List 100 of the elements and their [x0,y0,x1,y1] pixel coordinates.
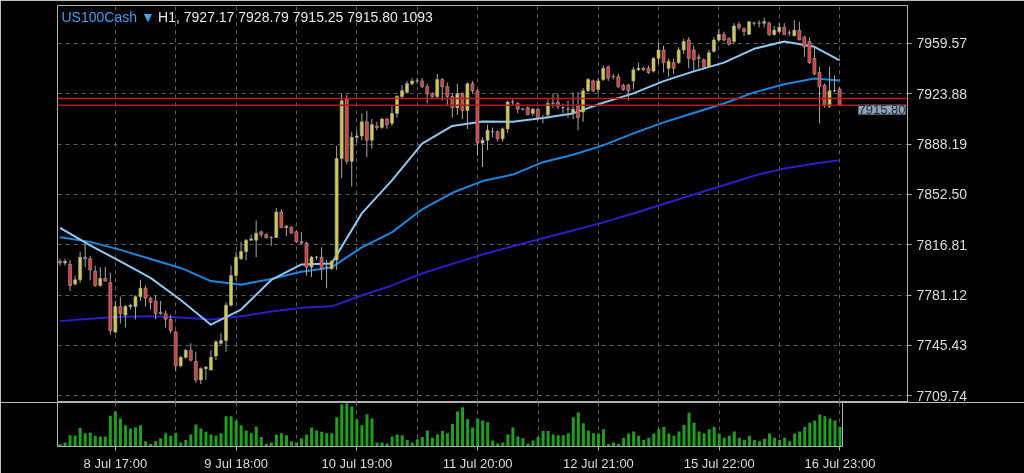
bar [103,436,107,447]
bar [350,406,354,447]
bar [325,433,329,447]
bar [118,418,122,447]
bar [83,433,87,447]
bar [93,435,97,447]
bar [546,430,550,447]
bar [768,433,772,447]
bar [586,430,590,447]
bar [591,433,595,447]
bar [813,420,817,447]
bar [204,431,208,447]
bar [133,427,138,447]
y-tick-label: 7745.43 [916,337,968,354]
bar [556,435,560,447]
bar [576,412,580,447]
bar [68,435,72,447]
bar [627,433,631,447]
bar [340,404,344,447]
bar [315,430,319,447]
bar [88,432,92,447]
bar [747,435,751,447]
bar [687,412,691,447]
bar [486,422,490,447]
x-tick-label: 11 Jul 20:00 [442,455,513,471]
candlestick [188,342,193,363]
bar [707,429,711,447]
bar [551,434,555,447]
bar [652,433,656,447]
x-tick-label: 8 Jul 17:00 [83,455,148,471]
bar [521,438,525,447]
bar [194,424,198,447]
bar [742,440,746,447]
bar [390,436,394,447]
bar [214,435,218,447]
bar [274,434,278,447]
x-tick-label: 16 Jul 23:00 [804,455,876,471]
bar [456,411,460,447]
bar [159,438,163,447]
bar [737,437,741,447]
bar [531,440,535,447]
bar [254,426,258,447]
bar [451,424,455,447]
bar [259,437,263,447]
bar [471,427,475,447]
bar [78,427,82,447]
chart-subtitle: H1, 7927.17 7928.79 7915.25 7915.80 1093 [158,8,434,25]
bar [491,440,495,447]
bar [224,416,228,447]
bar [355,419,359,447]
bar [174,432,178,447]
bar [440,430,444,447]
bar [476,418,480,447]
bar [702,433,706,447]
bar [420,437,424,447]
bar [667,433,671,447]
bar [642,440,646,447]
bar [73,435,77,447]
bar [752,440,756,447]
candlestick [93,265,98,288]
bar [697,431,701,447]
bar [461,407,465,447]
bar [395,434,399,447]
y-tick-label: 7816.81 [916,236,968,253]
bar [184,440,188,447]
bar [108,415,112,447]
bar [622,437,626,447]
bar [727,435,731,447]
bar [445,433,449,447]
bar [566,433,570,447]
bar [139,425,143,447]
bar [793,433,797,447]
bar [596,433,600,447]
bar [773,437,777,447]
line-series [59,77,841,286]
bar [365,414,369,447]
bar [370,418,374,447]
y-tick-label: 7709.74 [916,387,968,404]
bar [717,433,721,447]
bar [757,441,761,447]
bar [798,431,802,447]
bar [128,428,132,447]
bar [823,416,827,447]
bar [330,433,334,447]
candlestick [752,21,756,27]
bar [571,417,575,447]
bar [435,434,439,447]
bar [657,429,661,447]
bar [536,437,540,447]
bar [405,440,409,447]
bar [219,433,223,447]
bar [762,438,767,447]
bar [647,437,651,447]
bar [320,431,324,447]
bar [244,430,248,447]
bar [113,411,117,447]
bar [360,425,364,447]
bar [249,433,253,447]
bar [496,443,500,447]
bar [778,440,782,447]
